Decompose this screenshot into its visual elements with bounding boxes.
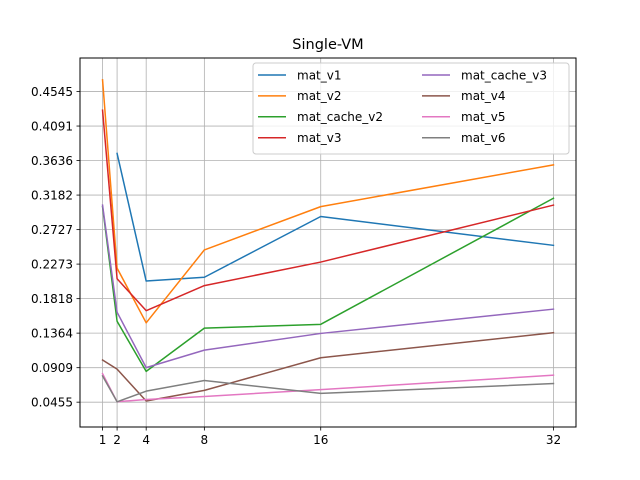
y-tick-label: 0.3182 [31,188,73,202]
y-tick-label: 0.4545 [31,85,73,99]
legend-label: mat_cache_v3 [461,68,547,82]
y-tick-label: 0.1818 [31,292,73,306]
y-tick-label: 0.2273 [31,257,73,271]
y-tick-label: 0.3636 [31,154,73,168]
plot-frame [79,57,577,428]
series-lines [101,78,555,403]
x-tick-label: 1 [99,433,107,447]
legend-label: mat_v4 [461,89,505,103]
chart-title: Single-VM [292,37,363,53]
x-tick-label: 32 [546,433,561,447]
y-axis: 0.0455 0.0909 0.1364 0.1818 0.2273 0.2727 0.31… [31,85,80,409]
y-tick-label: 0.4091 [31,119,73,133]
y-tick-label: 0.0455 [31,395,73,409]
x-tick-label: 4 [142,433,150,447]
legend-label: mat_v3 [297,131,341,145]
series-line-mat-v2 [101,78,555,324]
legend-label: mat_v1 [297,68,341,82]
legend-label: mat_v5 [461,110,505,124]
series-line-mat-cache-v2 [101,197,555,373]
series-line-mat-v6 [101,374,555,403]
y-tick-label: 0.0909 [31,361,73,375]
legend: mat_v1 mat_v2 mat_cache_v2 mat_v3 mat_cache_… [252,62,570,155]
x-tick-label: 16 [313,433,328,447]
series-line-mat-cache-v3 [101,204,555,369]
y-tick-label: 0.2727 [31,223,73,237]
legend-label: mat_cache_v2 [297,110,383,124]
series-line-mat-v4 [101,331,555,402]
legend-label: mat_v2 [297,89,341,103]
y-tick-label: 0.1364 [31,326,73,340]
series-line-mat-v3 [101,109,555,312]
x-tick-label: 2 [113,433,121,447]
x-tick-label: 8 [201,433,209,447]
legend-box [252,62,570,155]
series-line-mat-v5 [101,372,555,403]
x-axis: 1 2 4 8 16 32 [99,427,561,447]
legend-label: mat_v6 [461,131,505,145]
series-line-mat-v1 [116,152,555,282]
